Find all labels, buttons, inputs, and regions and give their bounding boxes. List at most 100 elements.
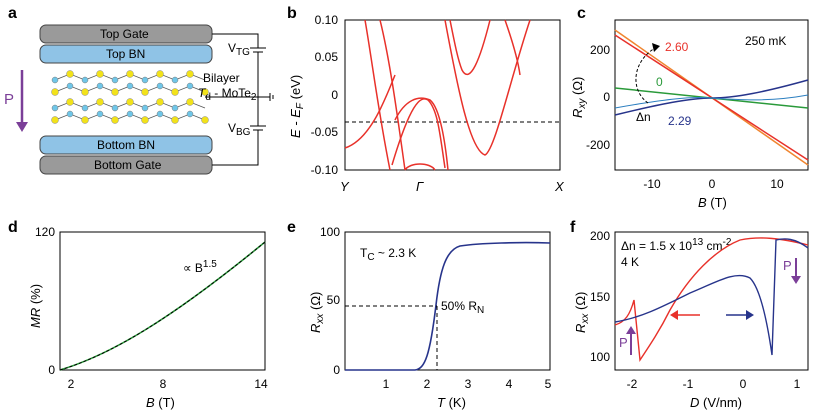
- panel-d: d 120 0 2 8 14 MR (%) B (T) ∝ B1.5: [8, 219, 268, 410]
- yticks-b: 0.10 0.05 0 -0.05 -0.10: [311, 13, 339, 177]
- panel-label-e: e: [287, 219, 296, 236]
- xtick-b: Γ: [416, 179, 424, 194]
- rxx-blue-curve: [614, 238, 809, 356]
- panel-a: a Top Gate Top BN Bottom BN Bottom Gate: [4, 5, 274, 175]
- ytick-c: 0: [603, 90, 610, 104]
- xtick-c: -10: [643, 177, 661, 191]
- panel-b: b 0.10 0.05 0 -0.05 -0.10 E - EF (eV) Y …: [287, 5, 565, 194]
- circuit-wires: [205, 33, 274, 166]
- vbg-label: VBG: [228, 121, 251, 138]
- p-label-left: P: [619, 335, 628, 350]
- plot-frame-e: [344, 231, 551, 371]
- sweep-arrowhead-left: [670, 310, 678, 320]
- mr-fit: [59, 241, 266, 371]
- ytick-f: 150: [590, 290, 610, 304]
- ylabel-e: Rxx (Ω): [308, 292, 326, 333]
- ytick-b: 0.05: [315, 50, 339, 64]
- xtick-b: Y: [340, 179, 350, 194]
- panel-label-a: a: [8, 5, 17, 22]
- panel-f: f 200 150 100 -2 -1 0 1 Rxx (Ω) D (V/nm)…: [570, 219, 809, 410]
- ytick-d: 0: [48, 363, 55, 377]
- ylabel-f: Rxx (Ω): [573, 292, 591, 333]
- mr-curve: [59, 241, 266, 371]
- dn-arrowhead: [652, 43, 660, 52]
- xtick-d: 2: [68, 377, 75, 391]
- top-gate-text: Top Gate: [100, 27, 149, 41]
- hall-curves: [614, 29, 809, 166]
- bottom-bn-text: Bottom BN: [97, 138, 155, 152]
- sweep-arrowhead-right: [746, 310, 754, 320]
- annotation-260: 2.60: [665, 40, 689, 54]
- p-label-right: P: [783, 258, 792, 273]
- annotation-229: 2.29: [668, 114, 692, 128]
- power-law-label: ∝ B1.5: [183, 259, 217, 275]
- annotation-dn: Δn: [636, 110, 651, 124]
- ytick-e: 50: [327, 293, 341, 307]
- rxx-vs-t-curve: [345, 241, 551, 371]
- panel-label-f: f: [570, 219, 576, 236]
- panel-e: e 100 50 0 1 2 3 4 5 Rxx (Ω) T (K) TC ~ …: [287, 219, 552, 410]
- ytick-b: 0.10: [315, 13, 339, 27]
- top-bn-layer: [39, 44, 213, 64]
- ylabel-d: MR (%): [28, 284, 43, 328]
- xtick-e: 2: [424, 377, 431, 391]
- plot-frame-f: [614, 231, 809, 371]
- xtick-b: X: [554, 179, 565, 194]
- td-mote2-label: Td - MoTe2: [198, 86, 257, 103]
- ytick-f: 200: [590, 229, 610, 243]
- dn-annotation-f: Δn = 1.5 x 1013 cm-2: [621, 237, 732, 253]
- xtick-f: 1: [794, 377, 801, 391]
- bottom-gate-text: Bottom Gate: [94, 158, 162, 172]
- xtick-d: 8: [160, 377, 167, 391]
- xtick-f: -1: [683, 377, 694, 391]
- mo-atoms: [51, 76, 194, 118]
- rxx-red-curve: [614, 237, 809, 363]
- panel-label-c: c: [577, 5, 586, 22]
- temperature-f: 4 K: [621, 255, 639, 269]
- annotation-0: 0: [656, 75, 663, 89]
- vtg-label: VTG: [228, 41, 250, 58]
- xtick-c: 10: [770, 177, 784, 191]
- temperature-c: 250 mK: [745, 34, 786, 48]
- rn-annotation: 50% RN: [441, 299, 484, 316]
- ytick-d: 120: [35, 225, 55, 239]
- xtick-e: 3: [465, 377, 472, 391]
- ytick-e: 0: [333, 363, 340, 377]
- ytick-e: 100: [320, 225, 340, 239]
- polarization-arrowhead: [16, 122, 28, 132]
- xtick-f: -2: [627, 377, 638, 391]
- ytick-c: 200: [590, 43, 610, 57]
- se-atoms: [51, 70, 209, 124]
- ytick-b: -0.10: [311, 163, 339, 177]
- ylabel-c: Rxy (Ω): [570, 77, 588, 118]
- band-structure: [344, 19, 531, 171]
- panel-label-b: b: [287, 5, 297, 22]
- xtick-d: 14: [254, 377, 268, 391]
- plot-frame-b: [344, 19, 561, 171]
- bottom-bn-layer: [39, 135, 213, 155]
- xtick-f: 0: [740, 377, 747, 391]
- ytick-c: -200: [586, 138, 610, 152]
- xlabel-f: D (V/nm): [690, 395, 742, 410]
- tc-annotation: TC ~ 2.3 K: [360, 246, 416, 263]
- xtick-c: 0: [709, 177, 716, 191]
- panel-label-d: d: [8, 219, 18, 236]
- dn-arrow-path: [635, 47, 656, 104]
- ylabel-b: E - EF (eV): [288, 75, 306, 138]
- plot-frame-d: [59, 231, 266, 371]
- top-bn-text: Top BN: [106, 47, 145, 61]
- p-arrowhead-up: [626, 326, 636, 334]
- xtick-e: 5: [545, 377, 552, 391]
- xtick-e: 4: [506, 377, 513, 391]
- bilayer-label: Bilayer: [203, 71, 240, 85]
- xlabel-c: B (T): [698, 195, 727, 210]
- p-arrowhead-down: [791, 276, 801, 284]
- polarization-label: P: [4, 91, 14, 108]
- ytick-f: 100: [590, 350, 610, 364]
- xlabel-e: T (K): [437, 395, 466, 410]
- xtick-e: 1: [383, 377, 390, 391]
- ytick-b: 0: [331, 88, 338, 102]
- xlabel-d: B (T): [146, 395, 175, 410]
- ytick-b: -0.05: [311, 125, 339, 139]
- panel-c: c 200 0 -200 -10 0 10 Rxy (Ω) B (T) 250 …: [570, 5, 809, 210]
